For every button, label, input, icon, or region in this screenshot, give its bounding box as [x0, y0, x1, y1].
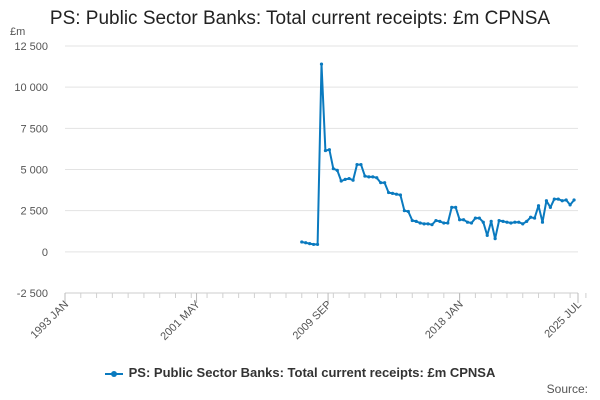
- data-point[interactable]: [564, 198, 568, 202]
- source-label: Source:: [546, 382, 588, 396]
- data-point[interactable]: [556, 197, 560, 201]
- data-point[interactable]: [315, 242, 320, 247]
- data-point[interactable]: [525, 219, 529, 223]
- data-point[interactable]: [304, 241, 308, 245]
- chart-title: PS: Public Sector Banks: Total current r…: [49, 8, 551, 29]
- x-axis: 1993 JAN 2001 MAY 2009 SEP 2018 JAN 2025 JUL: [28, 292, 587, 343]
- legend-swatch-line-icon: [104, 370, 123, 377]
- data-point[interactable]: [331, 167, 335, 171]
- data-point[interactable]: [402, 209, 406, 213]
- data-point[interactable]: [461, 218, 466, 222]
- data-point[interactable]: [308, 242, 312, 246]
- data-point[interactable]: [343, 177, 347, 181]
- data-point[interactable]: [532, 216, 537, 220]
- data-point[interactable]: [351, 178, 355, 182]
- data-point[interactable]: [529, 215, 533, 219]
- data-point[interactable]: [505, 220, 509, 224]
- data-point[interactable]: [406, 209, 410, 214]
- data-point[interactable]: [552, 197, 556, 201]
- data-point[interactable]: [438, 219, 442, 223]
- data-point[interactable]: [386, 190, 391, 195]
- data-point[interactable]: [473, 216, 477, 220]
- data-point[interactable]: [548, 205, 552, 209]
- data-point[interactable]: [454, 205, 458, 209]
- y-tick-label: 0: [42, 247, 48, 259]
- y-tick-label: 12 500: [14, 41, 48, 53]
- y-tick-label: 10 000: [14, 82, 48, 94]
- data-point[interactable]: [430, 223, 434, 227]
- data-point[interactable]: [418, 221, 422, 225]
- data-point[interactable]: [323, 148, 328, 153]
- data-point[interactable]: [540, 220, 545, 224]
- x-tick-label: 2009 SEP: [291, 299, 335, 343]
- data-point[interactable]: [442, 221, 446, 225]
- x-tick-label: 2001 MAY: [158, 298, 203, 343]
- data-point[interactable]: [371, 175, 375, 179]
- data-point[interactable]: [568, 203, 572, 207]
- series-group: [300, 62, 576, 247]
- data-point[interactable]: [485, 233, 489, 237]
- data-point[interactable]: [446, 221, 450, 225]
- data-point[interactable]: [312, 242, 316, 247]
- data-point[interactable]: [398, 193, 403, 197]
- data-point[interactable]: [517, 220, 521, 224]
- data-point[interactable]: [339, 179, 343, 183]
- data-point[interactable]: [363, 174, 367, 178]
- legend[interactable]: PS: Public Sector Banks: Total current r…: [0, 365, 600, 380]
- data-point[interactable]: [347, 176, 351, 181]
- data-point[interactable]: [544, 199, 549, 203]
- data-point[interactable]: [335, 168, 339, 172]
- x-tick-label: 1993 JAN: [28, 299, 71, 342]
- y-tick-label: 2 500: [20, 206, 48, 218]
- data-point[interactable]: [434, 218, 438, 223]
- y-axis-ticks: -2 500 0 2 500 5 000 7 500 10 000 12 500: [14, 41, 48, 300]
- data-point[interactable]: [359, 162, 363, 167]
- data-point[interactable]: [355, 162, 359, 167]
- y-tick-label: -2 500: [17, 288, 48, 300]
- data-point[interactable]: [410, 218, 414, 223]
- y-axis-unit-label: £m: [10, 26, 26, 38]
- data-point[interactable]: [521, 222, 525, 226]
- data-point[interactable]: [501, 219, 505, 223]
- series-line: [301, 63, 575, 246]
- data-point[interactable]: [426, 222, 430, 226]
- data-point[interactable]: [414, 219, 418, 223]
- data-point[interactable]: [422, 222, 426, 226]
- legend-label: PS: Public Sector Banks: Total current r…: [128, 365, 496, 380]
- data-point[interactable]: [458, 218, 462, 222]
- data-point[interactable]: [367, 175, 371, 179]
- data-point[interactable]: [379, 181, 383, 185]
- data-point[interactable]: [509, 221, 513, 225]
- data-point[interactable]: [327, 148, 331, 152]
- data-point[interactable]: [469, 221, 474, 225]
- data-point[interactable]: [319, 62, 324, 66]
- data-point[interactable]: [481, 220, 485, 224]
- data-point[interactable]: [450, 205, 454, 209]
- data-point[interactable]: [489, 219, 493, 223]
- y-tick-label: 5 000: [20, 165, 48, 177]
- y-tick-label: 7 500: [20, 123, 48, 135]
- data-point[interactable]: [513, 220, 517, 224]
- data-point[interactable]: [394, 192, 399, 196]
- x-tick-label: 2025 JUL: [542, 299, 584, 341]
- data-point[interactable]: [560, 199, 564, 203]
- data-point[interactable]: [300, 240, 304, 244]
- data-point[interactable]: [383, 181, 387, 185]
- data-point[interactable]: [497, 218, 501, 223]
- data-point[interactable]: [390, 191, 395, 195]
- data-point[interactable]: [465, 220, 470, 224]
- x-tick-label: 2018 JAN: [423, 299, 466, 342]
- data-point[interactable]: [572, 198, 576, 202]
- data-point[interactable]: [477, 216, 481, 220]
- data-point[interactable]: [493, 237, 497, 241]
- data-point[interactable]: [375, 176, 379, 180]
- data-point[interactable]: [536, 204, 541, 208]
